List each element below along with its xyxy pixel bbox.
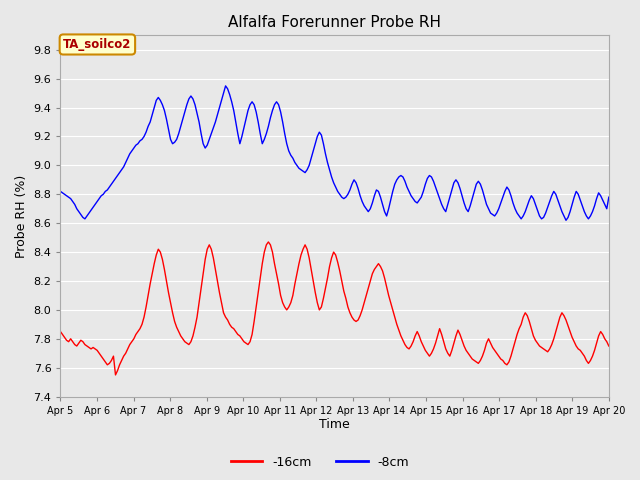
Y-axis label: Probe RH (%): Probe RH (%) — [15, 174, 28, 258]
Legend: -16cm, -8cm: -16cm, -8cm — [226, 451, 414, 474]
Title: Alfalfa Forerunner Probe RH: Alfalfa Forerunner Probe RH — [228, 15, 441, 30]
X-axis label: Time: Time — [319, 419, 350, 432]
Text: TA_soilco2: TA_soilco2 — [63, 38, 132, 51]
